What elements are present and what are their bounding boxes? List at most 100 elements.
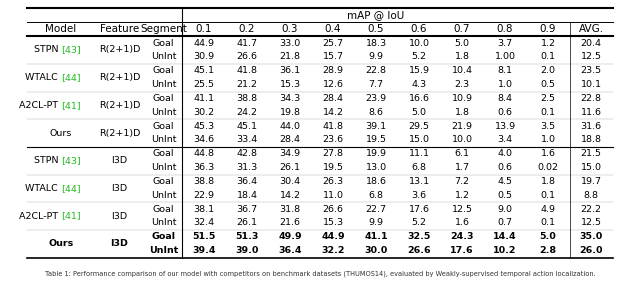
Text: 19.7: 19.7 <box>580 177 602 186</box>
Text: UnInt: UnInt <box>150 108 176 117</box>
Text: Goal: Goal <box>153 149 174 158</box>
Text: 41.7: 41.7 <box>237 38 257 48</box>
Text: Goal: Goal <box>152 232 175 241</box>
Text: 31.8: 31.8 <box>280 205 301 214</box>
Text: 1.8: 1.8 <box>454 52 470 61</box>
Text: 2.5: 2.5 <box>541 94 556 103</box>
Text: I3D: I3D <box>111 184 127 193</box>
Text: 13.9: 13.9 <box>495 122 516 130</box>
Text: 23.6: 23.6 <box>323 136 344 144</box>
Text: 39.1: 39.1 <box>365 122 387 130</box>
Text: 20.4: 20.4 <box>580 38 602 48</box>
Text: 3.7: 3.7 <box>497 38 513 48</box>
Text: 0.8: 0.8 <box>497 24 513 34</box>
Text: 0.7: 0.7 <box>454 24 470 34</box>
Text: 5.0: 5.0 <box>454 38 470 48</box>
Text: Ours: Ours <box>49 239 74 248</box>
Text: I3D: I3D <box>111 156 127 165</box>
Text: 4.3: 4.3 <box>412 80 427 89</box>
Text: UnInt: UnInt <box>150 218 176 228</box>
Text: 5.0: 5.0 <box>412 108 426 117</box>
Text: 51.3: 51.3 <box>236 232 259 241</box>
Text: 1.6: 1.6 <box>541 149 556 158</box>
Text: 3.6: 3.6 <box>412 191 427 200</box>
Text: 35.0: 35.0 <box>579 232 603 241</box>
Text: 10.0: 10.0 <box>452 136 472 144</box>
Text: 16.6: 16.6 <box>408 94 429 103</box>
Text: 0.6: 0.6 <box>411 24 428 34</box>
Text: 22.8: 22.8 <box>365 66 387 75</box>
Text: 21.9: 21.9 <box>452 122 472 130</box>
Text: 23.5: 23.5 <box>580 66 602 75</box>
Text: 44.8: 44.8 <box>193 149 214 158</box>
Text: 32.5: 32.5 <box>408 232 431 241</box>
Text: 13.1: 13.1 <box>408 177 429 186</box>
Text: [41]: [41] <box>61 101 81 110</box>
Text: 34.9: 34.9 <box>280 149 301 158</box>
Text: 18.4: 18.4 <box>237 191 257 200</box>
Text: 19.5: 19.5 <box>365 136 387 144</box>
Text: 5.2: 5.2 <box>412 52 426 61</box>
Text: R(2+1)D: R(2+1)D <box>99 101 140 110</box>
Text: 49.9: 49.9 <box>278 232 302 241</box>
Text: 23.9: 23.9 <box>365 94 387 103</box>
Text: 8.4: 8.4 <box>497 94 513 103</box>
Text: STPN: STPN <box>33 156 61 165</box>
Text: 18.8: 18.8 <box>580 136 602 144</box>
Text: 24.2: 24.2 <box>237 108 257 117</box>
Text: 45.3: 45.3 <box>193 122 214 130</box>
Text: 1.0: 1.0 <box>497 80 513 89</box>
Text: 14.4: 14.4 <box>493 232 517 241</box>
Text: 12.5: 12.5 <box>452 205 472 214</box>
Text: 12.6: 12.6 <box>323 80 344 89</box>
Text: 0.1: 0.1 <box>196 24 212 34</box>
Text: 0.02: 0.02 <box>538 163 559 172</box>
Text: 0.1: 0.1 <box>541 52 556 61</box>
Text: 9.9: 9.9 <box>369 218 383 228</box>
Text: 32.2: 32.2 <box>321 246 345 255</box>
Text: 10.0: 10.0 <box>408 38 429 48</box>
Text: 18.3: 18.3 <box>365 38 387 48</box>
Text: 26.6: 26.6 <box>237 52 257 61</box>
Text: 1.00: 1.00 <box>495 52 516 61</box>
Text: 0.1: 0.1 <box>541 218 556 228</box>
Text: 26.0: 26.0 <box>579 246 603 255</box>
Text: [43]: [43] <box>61 156 81 165</box>
Text: 41.1: 41.1 <box>364 232 388 241</box>
Text: 45.1: 45.1 <box>237 122 257 130</box>
Text: [41]: [41] <box>61 211 81 220</box>
Text: 15.3: 15.3 <box>280 80 301 89</box>
Text: 26.6: 26.6 <box>323 205 344 214</box>
Text: 0.1: 0.1 <box>541 191 556 200</box>
Text: 0.1: 0.1 <box>541 108 556 117</box>
Text: 21.8: 21.8 <box>280 52 301 61</box>
Text: A2CL-PT: A2CL-PT <box>19 211 61 220</box>
Text: Goal: Goal <box>153 38 174 48</box>
Text: 36.7: 36.7 <box>236 205 257 214</box>
Text: 0.2: 0.2 <box>239 24 255 34</box>
Text: 1.0: 1.0 <box>541 136 556 144</box>
Text: 30.9: 30.9 <box>193 52 214 61</box>
Text: [44]: [44] <box>61 184 81 193</box>
Text: 7.7: 7.7 <box>369 80 383 89</box>
Text: 21.5: 21.5 <box>580 149 602 158</box>
Text: 0.3: 0.3 <box>282 24 298 34</box>
Text: WTALC: WTALC <box>25 73 61 82</box>
Text: 41.8: 41.8 <box>323 122 344 130</box>
Text: Ours: Ours <box>50 128 72 138</box>
Text: 14.2: 14.2 <box>323 108 344 117</box>
Text: mAP @ IoU: mAP @ IoU <box>348 10 404 20</box>
Text: 0.7: 0.7 <box>497 218 513 228</box>
Text: 30.2: 30.2 <box>193 108 214 117</box>
Text: 7.2: 7.2 <box>454 177 470 186</box>
Text: [44]: [44] <box>61 73 81 82</box>
Text: 6.8: 6.8 <box>369 191 383 200</box>
Text: 38.8: 38.8 <box>236 94 257 103</box>
Text: 6.1: 6.1 <box>454 149 470 158</box>
Text: UnInt: UnInt <box>150 136 176 144</box>
Text: 36.4: 36.4 <box>278 246 301 255</box>
Text: 1.8: 1.8 <box>541 177 556 186</box>
Text: 41.1: 41.1 <box>193 94 214 103</box>
Text: I3D: I3D <box>111 239 129 248</box>
Text: 2.8: 2.8 <box>540 246 557 255</box>
